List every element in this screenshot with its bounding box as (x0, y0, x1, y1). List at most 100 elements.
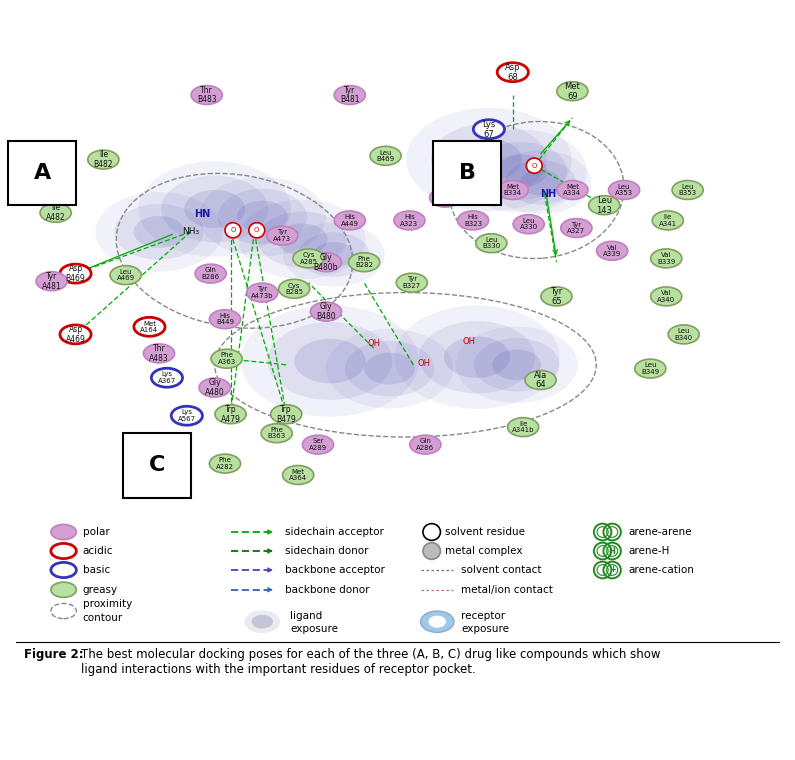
Ellipse shape (497, 181, 529, 199)
Text: Leu
B330: Leu B330 (483, 237, 500, 249)
Ellipse shape (541, 287, 572, 306)
Text: His
B323: His B323 (464, 214, 482, 226)
Ellipse shape (209, 310, 241, 328)
Ellipse shape (215, 405, 246, 423)
Ellipse shape (138, 161, 291, 257)
Text: Trp
B479: Trp B479 (277, 405, 296, 423)
Ellipse shape (282, 466, 314, 484)
Ellipse shape (652, 211, 684, 230)
Text: receptor: receptor (461, 611, 506, 622)
Text: Ile
A341b: Ile A341b (512, 421, 534, 433)
Ellipse shape (87, 150, 119, 169)
Ellipse shape (211, 350, 242, 368)
Ellipse shape (151, 369, 183, 387)
Text: metal/ion contact: metal/ion contact (461, 584, 553, 595)
Text: Gly
B480b: Gly B480b (314, 253, 338, 271)
Text: OH: OH (367, 339, 380, 348)
Text: solvent contact: solvent contact (461, 565, 541, 575)
Text: Leu
B353: Leu B353 (679, 184, 696, 196)
Ellipse shape (364, 353, 415, 385)
Text: polar: polar (83, 527, 110, 537)
Text: Lys
A567: Lys A567 (178, 410, 196, 422)
Ellipse shape (114, 204, 204, 260)
Ellipse shape (95, 192, 223, 271)
Ellipse shape (334, 86, 366, 104)
Text: Trp
A479: Trp A479 (220, 405, 240, 423)
Ellipse shape (51, 524, 76, 540)
Text: OH: OH (417, 359, 430, 368)
Text: HN: HN (472, 152, 488, 163)
Ellipse shape (326, 329, 453, 408)
Ellipse shape (195, 264, 227, 283)
Ellipse shape (474, 338, 560, 391)
Ellipse shape (507, 418, 539, 436)
Text: arene-cation: arene-cation (628, 565, 694, 575)
Ellipse shape (184, 190, 245, 228)
Text: Leu
143: Leu 143 (596, 196, 612, 214)
Text: contour: contour (83, 613, 123, 623)
Text: Ser
A289: Ser A289 (309, 439, 327, 451)
Text: Thr
B483: Thr B483 (197, 86, 216, 104)
Ellipse shape (650, 249, 682, 268)
Text: Lys
A367: Lys A367 (158, 372, 176, 384)
Text: Tyr
B481: Tyr B481 (340, 86, 359, 104)
Text: metal complex: metal complex (445, 546, 522, 556)
Text: Asp
B469: Asp B469 (66, 264, 85, 283)
Text: +: + (609, 565, 615, 575)
Text: Asp
A469: Asp A469 (65, 325, 86, 344)
Ellipse shape (60, 264, 91, 283)
Text: Tyr
A481: Tyr A481 (42, 272, 61, 290)
Text: ligand: ligand (290, 611, 323, 622)
Ellipse shape (241, 306, 419, 416)
Ellipse shape (51, 582, 76, 597)
Ellipse shape (520, 169, 561, 195)
Text: Ala
64: Ala 64 (534, 371, 547, 389)
Text: basic: basic (83, 565, 110, 575)
Text: Ser
B285: Ser B285 (436, 192, 454, 204)
Ellipse shape (455, 130, 587, 212)
Text: sidechain donor: sidechain donor (285, 546, 368, 556)
Ellipse shape (475, 142, 567, 200)
Text: Leu
A469: Leu A469 (117, 269, 134, 281)
Ellipse shape (525, 371, 556, 389)
Ellipse shape (246, 283, 278, 302)
Text: O: O (254, 227, 259, 233)
Text: Phe
B282: Phe B282 (355, 256, 373, 268)
Ellipse shape (171, 407, 203, 425)
Ellipse shape (238, 200, 366, 279)
Circle shape (225, 223, 241, 238)
Ellipse shape (334, 211, 366, 230)
Ellipse shape (218, 188, 307, 245)
Text: H: H (609, 546, 615, 556)
Text: Ile
B482: Ile B482 (94, 150, 113, 169)
Text: The best molecular docking poses for each of the three (A, B, C) drug like compo: The best molecular docking poses for eac… (81, 648, 661, 676)
Ellipse shape (251, 615, 273, 629)
Ellipse shape (40, 204, 72, 222)
Text: Leu
A330: Leu A330 (520, 218, 537, 230)
Text: acidic: acidic (83, 546, 113, 556)
Text: Ile
A341: Ile A341 (659, 214, 677, 226)
Ellipse shape (394, 211, 425, 230)
Ellipse shape (456, 139, 522, 180)
Ellipse shape (409, 435, 441, 454)
Ellipse shape (513, 215, 545, 233)
Text: A: A (33, 163, 51, 182)
Ellipse shape (588, 196, 620, 214)
Ellipse shape (134, 216, 184, 248)
Text: Val
B339: Val B339 (657, 252, 675, 264)
Ellipse shape (494, 154, 547, 188)
Ellipse shape (672, 181, 704, 199)
Text: Met
B334: Met B334 (504, 184, 522, 196)
Ellipse shape (429, 616, 446, 628)
Ellipse shape (60, 325, 91, 344)
Ellipse shape (278, 280, 310, 298)
Ellipse shape (143, 344, 175, 363)
Ellipse shape (110, 266, 142, 284)
Ellipse shape (294, 339, 366, 383)
Ellipse shape (244, 610, 280, 633)
Text: Tyr
65: Tyr 65 (550, 287, 563, 306)
Ellipse shape (492, 350, 541, 380)
Ellipse shape (191, 86, 223, 104)
Text: backbone acceptor: backbone acceptor (285, 565, 385, 575)
Ellipse shape (456, 327, 578, 403)
